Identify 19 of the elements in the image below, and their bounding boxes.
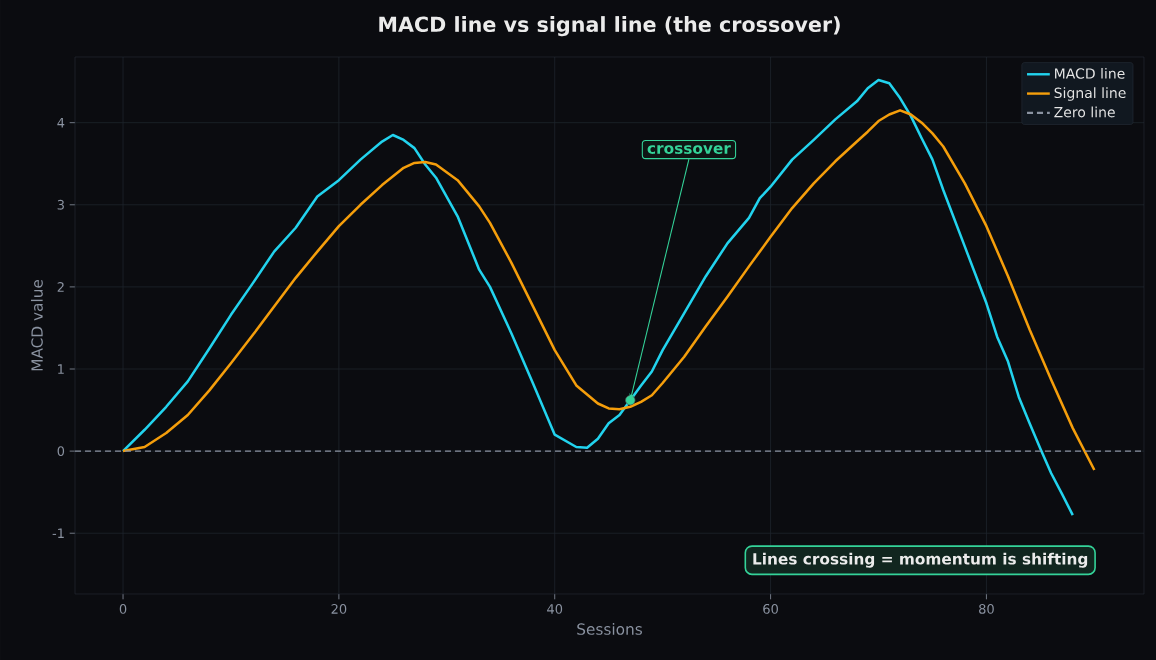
y-tick-label: -1	[52, 528, 64, 538]
y-tick-label: 1	[58, 364, 64, 374]
legend-label: MACD line	[1055, 67, 1125, 79]
legend-label: Signal line	[1054, 87, 1126, 101]
y-tick-label: 0	[57, 446, 65, 457]
x-axis-title: Sessions	[577, 623, 642, 635]
x-tick-label: 20	[331, 604, 347, 614]
y-tick-label: 3	[57, 199, 64, 210]
y-tick-label: 4	[57, 117, 65, 128]
annotation: crossover	[647, 145, 731, 154]
x-tick-label: 0	[119, 604, 127, 614]
x-tick-label: 60	[763, 604, 778, 614]
y-tick-label: 2	[57, 282, 64, 292]
x-tick-label: 40	[547, 604, 563, 614]
annotation: Lines crossing = momentum is shifting	[753, 552, 1088, 568]
x-tick-label: 80	[979, 604, 994, 614]
legend-label: Zero line	[1054, 106, 1115, 118]
chart-title: MACD line vs signal line (the crossover)	[379, 16, 840, 37]
y-axis-title: MACD value	[30, 279, 43, 371]
